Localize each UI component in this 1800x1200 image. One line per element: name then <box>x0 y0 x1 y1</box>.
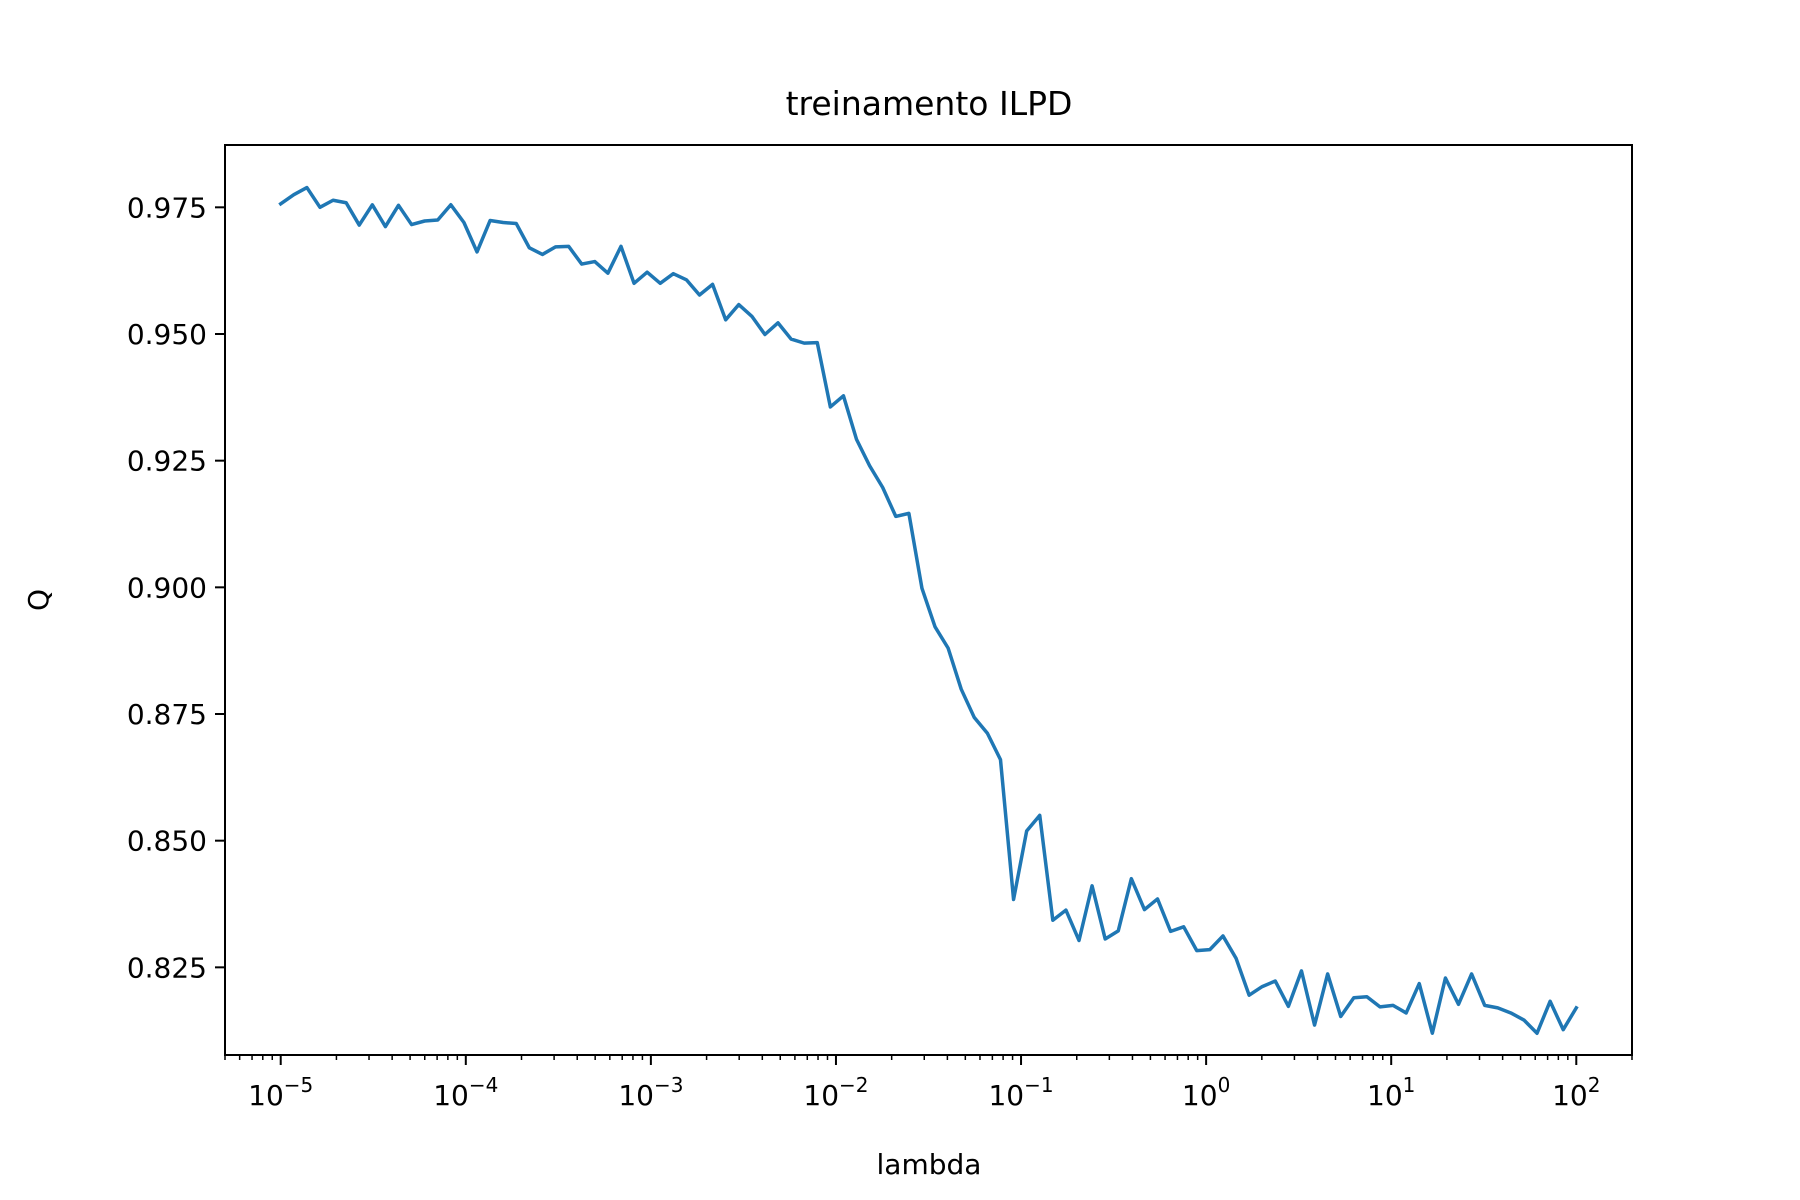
x-tick-label: 10−5 <box>248 1073 313 1112</box>
x-tick-label: 101 <box>1367 1073 1415 1112</box>
x-tick-label: 10−2 <box>803 1073 868 1112</box>
y-axis-title: Q <box>22 589 55 611</box>
x-tick-label: 10−4 <box>433 1073 498 1112</box>
x-tick-label: 10−3 <box>618 1073 683 1112</box>
y-tick-label: 0.925 <box>127 445 207 478</box>
x-tick-label: 102 <box>1552 1073 1600 1112</box>
x-axis-title: lambda <box>877 1148 982 1181</box>
y-axis: 0.825 0.850 0.875 0.900 0.925 0.950 0.975 <box>127 191 225 984</box>
plot-frame <box>224 144 1633 1056</box>
y-tick-label: 0.850 <box>127 825 207 858</box>
x-axis: 10−5 10−4 10−3 10−2 10−1 100 101 102 <box>224 1055 1633 1112</box>
y-tick-label: 0.825 <box>127 951 207 984</box>
y-tick-label: 0.875 <box>127 698 207 731</box>
plot-area <box>278 185 1579 1035</box>
series-line <box>278 185 1579 1035</box>
x-tick-label: 10−1 <box>988 1073 1053 1112</box>
y-tick-label: 0.950 <box>127 318 207 351</box>
chart-title: treinamento ILPD <box>786 84 1073 123</box>
x-tick-label: 100 <box>1182 1073 1230 1112</box>
y-tick-label: 0.900 <box>127 571 207 604</box>
y-tick-label: 0.975 <box>127 191 207 224</box>
